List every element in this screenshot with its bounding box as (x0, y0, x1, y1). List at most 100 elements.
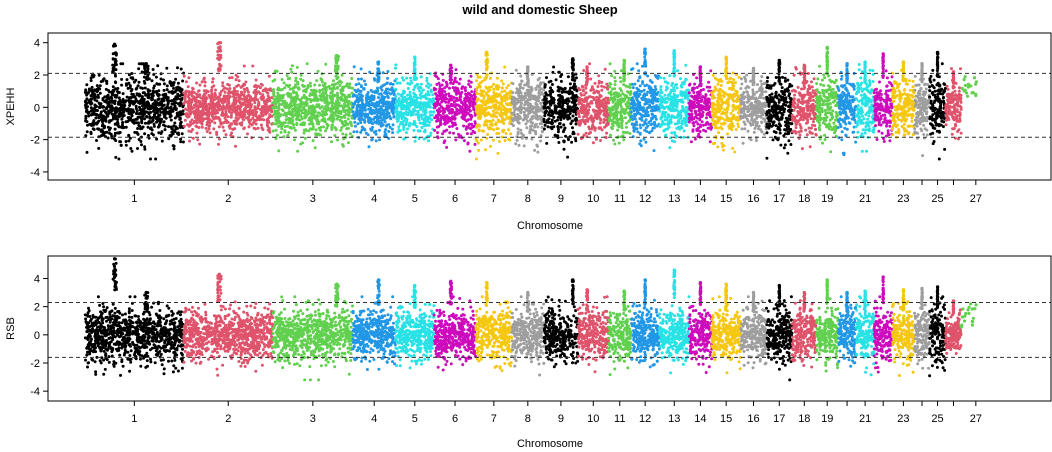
snp-point (233, 127, 237, 131)
snp-point (495, 127, 499, 131)
snp-point (226, 82, 230, 86)
snp-point (554, 78, 558, 82)
snp-point (181, 79, 185, 83)
snp-point (92, 122, 96, 126)
snp-point (200, 80, 204, 84)
snp-point (125, 83, 129, 87)
snp-point (444, 100, 448, 104)
snp-point (460, 115, 464, 119)
snp-point (113, 137, 116, 141)
peak-point (111, 52, 115, 56)
snp-point (225, 87, 229, 91)
snp-point (254, 122, 258, 126)
snp-point (155, 91, 159, 95)
snp-point (331, 114, 335, 118)
snp-point (475, 91, 479, 95)
snp-point (331, 79, 335, 83)
snp-point (313, 146, 317, 150)
snp-point (386, 76, 389, 80)
snp-point (492, 128, 496, 132)
snp-point (85, 130, 89, 134)
snp-point (129, 147, 133, 150)
snp-point (117, 91, 121, 94)
snp-point (545, 76, 548, 80)
chromosome-1-points (83, 42, 186, 161)
snp-point (450, 115, 454, 119)
snp-point (602, 113, 606, 117)
snp-point (94, 108, 98, 112)
snp-point (140, 95, 144, 99)
snp-point (487, 119, 491, 123)
snp-point (328, 94, 332, 98)
snp-point (457, 111, 461, 115)
snp-point (538, 114, 542, 118)
snp-point (365, 100, 369, 104)
snp-point (111, 85, 115, 89)
snp-point (114, 81, 118, 85)
snp-point (188, 123, 192, 127)
snp-point (385, 123, 389, 127)
peak-top-point (449, 63, 453, 67)
snp-point (581, 89, 585, 93)
snp-point (126, 116, 130, 120)
snp-point (143, 86, 147, 90)
snp-point (142, 97, 146, 101)
snp-point (396, 119, 400, 123)
snp-point (235, 90, 239, 93)
snp-point (256, 126, 260, 130)
snp-point (295, 123, 299, 127)
snp-point (100, 114, 104, 118)
snp-point (526, 103, 530, 107)
snp-point (374, 105, 378, 109)
snp-point (463, 86, 467, 90)
snp-point (427, 139, 430, 143)
snp-point (182, 91, 186, 95)
snp-point (582, 93, 586, 97)
snp-point (102, 133, 106, 137)
snp-point (293, 138, 296, 142)
snp-point (359, 121, 363, 125)
snp-point (152, 124, 156, 128)
peak-top-point (335, 53, 339, 58)
snp-point (359, 97, 362, 101)
snp-point (213, 121, 217, 125)
snp-point (318, 83, 321, 87)
snp-point (593, 115, 597, 119)
snp-point (441, 96, 445, 100)
snp-point (296, 149, 300, 153)
snp-point (520, 101, 523, 105)
snp-point (534, 132, 538, 136)
snp-point (143, 117, 146, 121)
snp-point (444, 93, 448, 96)
snp-point (331, 93, 335, 97)
snp-point (171, 102, 175, 106)
snp-point (95, 84, 99, 88)
snp-point (328, 87, 332, 91)
snp-point (243, 114, 247, 117)
snp-point (479, 115, 483, 119)
snp-point (176, 97, 180, 101)
snp-point (378, 138, 381, 142)
snp-point (511, 82, 515, 86)
snp-point (339, 81, 343, 84)
snp-point (546, 125, 550, 129)
snp-point (500, 108, 504, 112)
snp-point (475, 97, 479, 101)
snp-point (293, 100, 297, 104)
snp-point (279, 113, 283, 117)
snp-point (357, 82, 361, 86)
snp-point (549, 109, 553, 113)
snp-point (322, 125, 325, 129)
snp-point (279, 88, 283, 92)
snp-point (574, 76, 578, 80)
snp-point (224, 109, 228, 113)
snp-point (550, 101, 554, 105)
snp-point (383, 91, 386, 95)
snp-point (469, 74, 473, 78)
snp-point (134, 107, 138, 110)
snp-point (498, 113, 502, 117)
snp-point (237, 79, 241, 83)
peak-point (335, 76, 339, 80)
peak-point (571, 74, 575, 78)
snp-point (254, 83, 258, 87)
